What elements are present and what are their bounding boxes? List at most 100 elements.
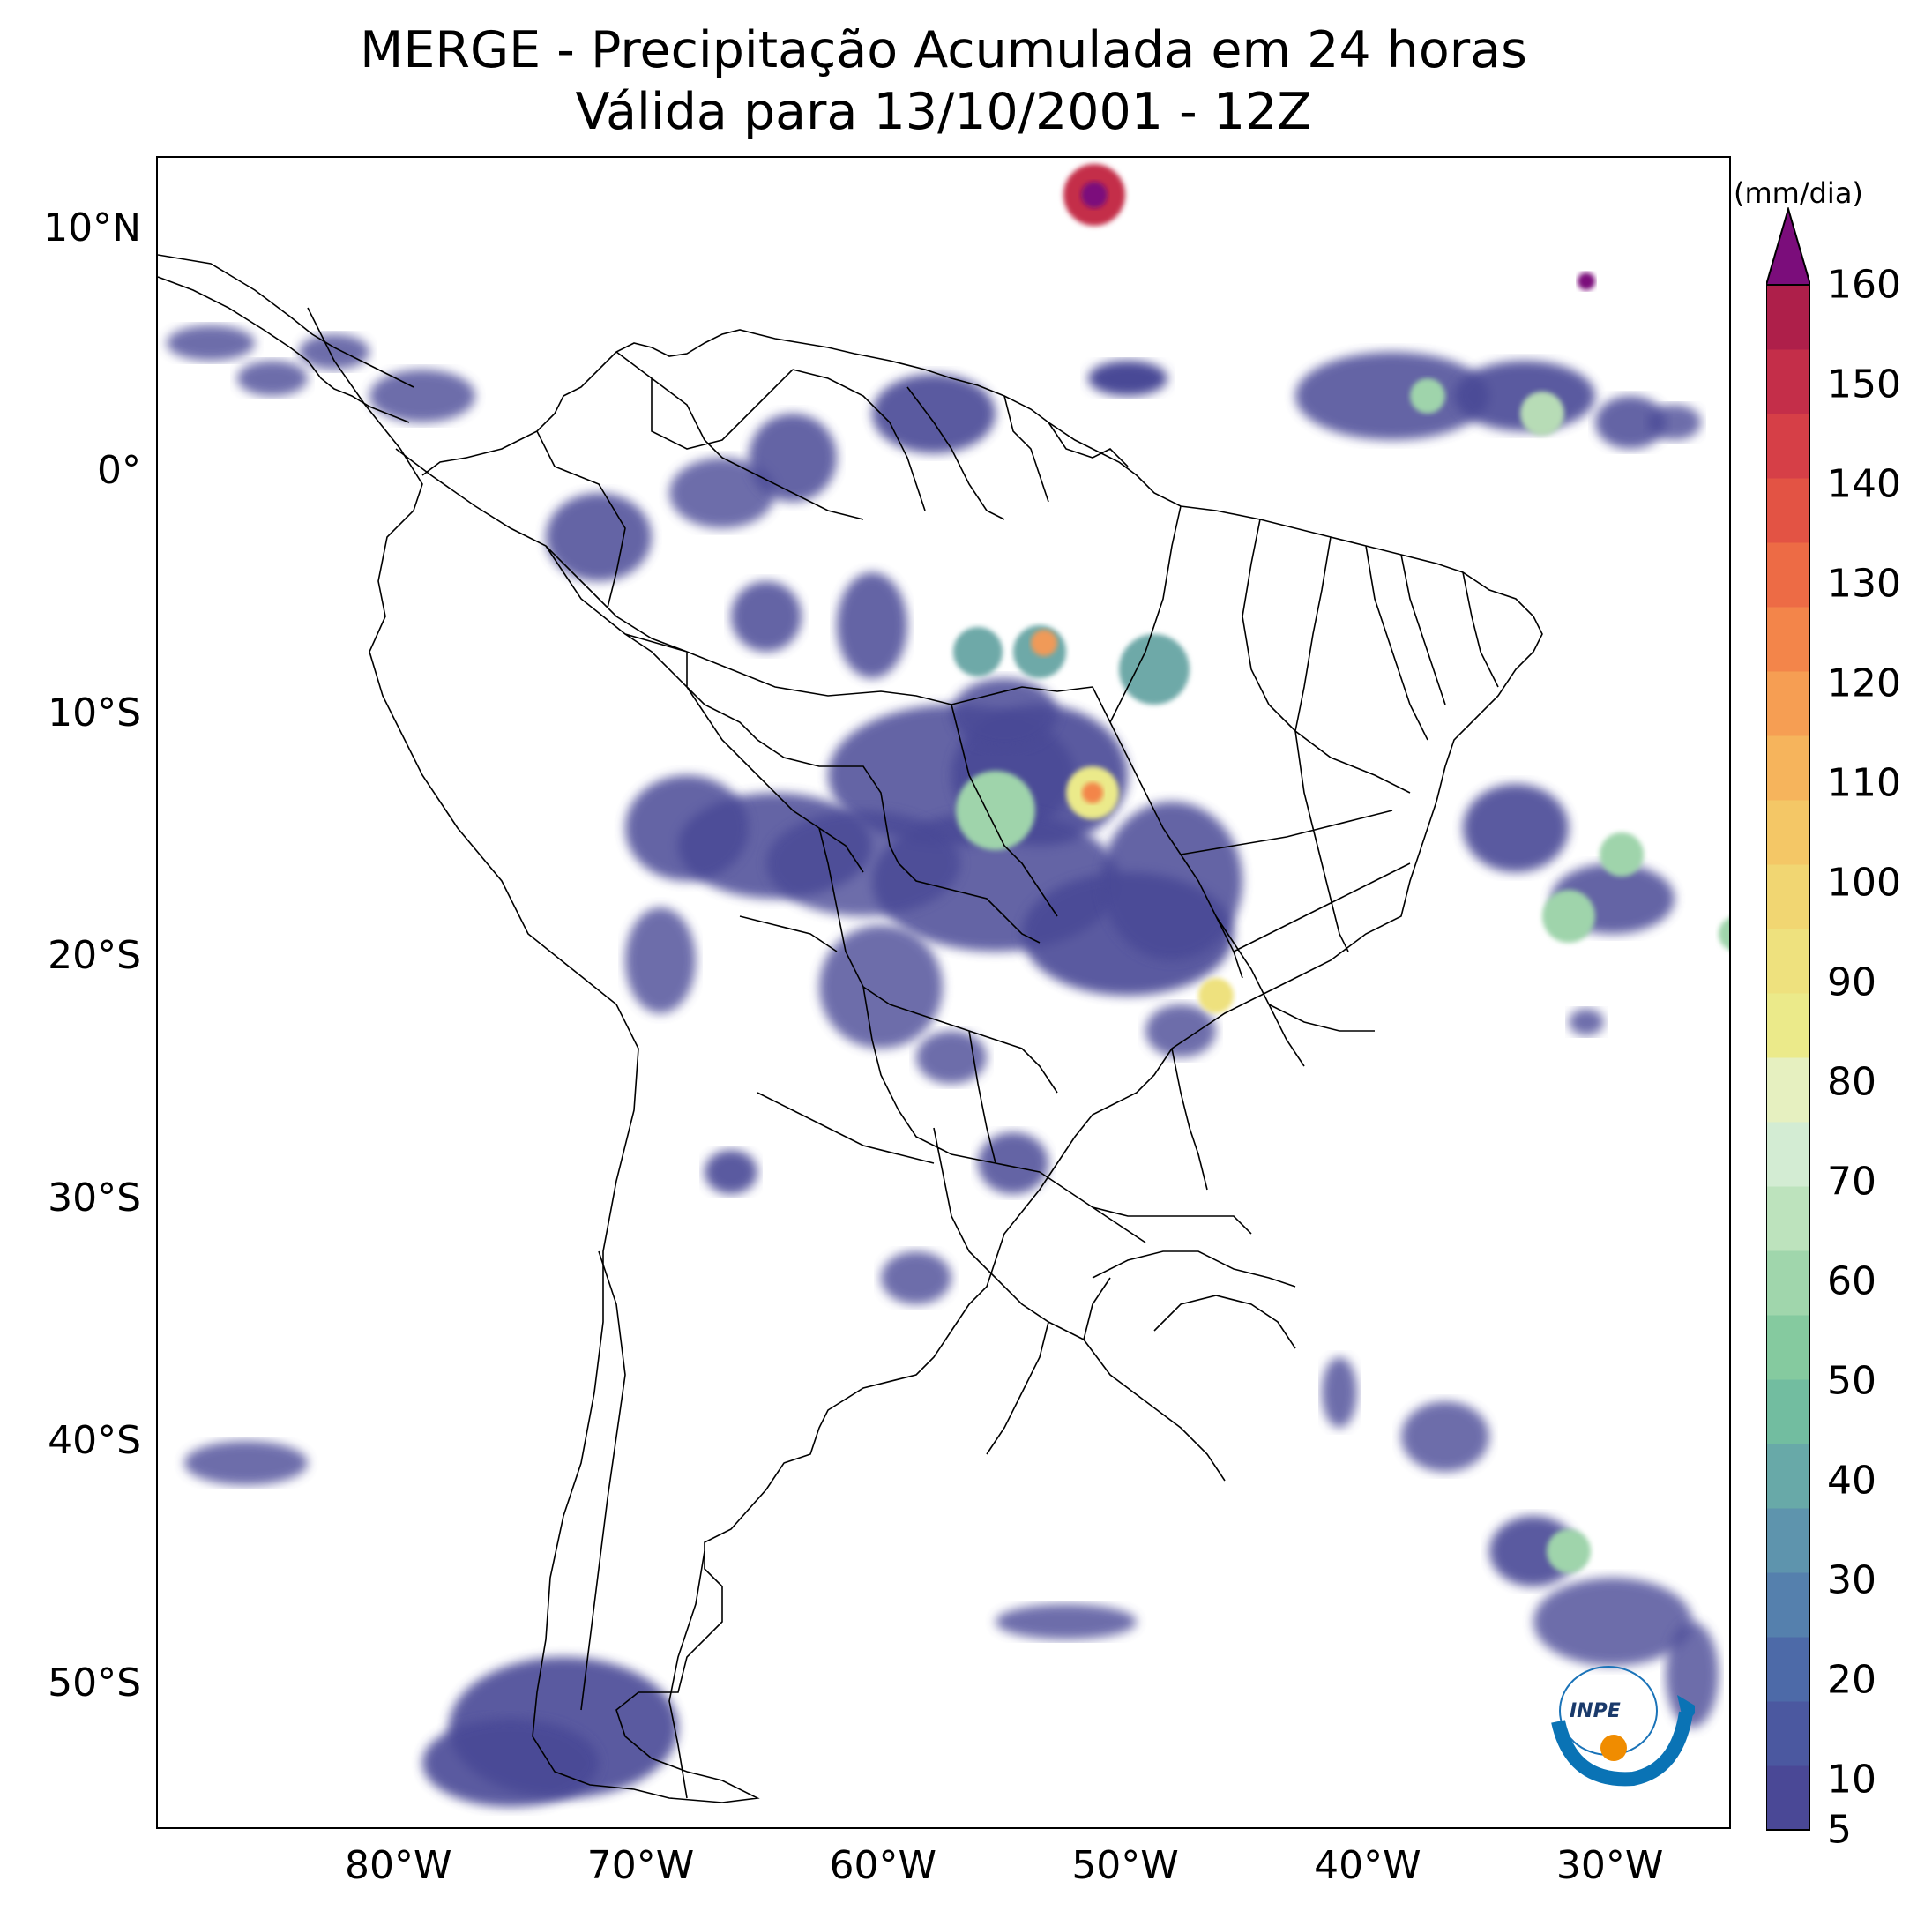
colorbar-tick-label: 90 [1827, 959, 1876, 1005]
lat-tick-label: 10°N [43, 205, 141, 251]
colorbar-tick-label: 20 [1827, 1657, 1876, 1703]
precip-hotspot [1578, 272, 1595, 290]
precip-area [1401, 1401, 1489, 1472]
lat-tick-label: 40°S [48, 1418, 141, 1464]
precip-area [1322, 1357, 1357, 1428]
colorbar-band [1766, 1122, 1810, 1187]
precip-hotspot [1410, 378, 1445, 414]
precip-area [1533, 1578, 1692, 1666]
precip-area [1295, 352, 1489, 440]
lon-tick-label: 50°W [1071, 1843, 1179, 1888]
title-line-1: MERGE - Precipitação Acumulada em 24 hor… [360, 21, 1527, 79]
lon-tick-label: 70°W [586, 1843, 695, 1888]
lon-tick-label: 30°W [1555, 1843, 1664, 1888]
precip-area [1088, 361, 1167, 396]
central-america-coastline [158, 276, 410, 423]
precip-hotspot [1719, 917, 1729, 951]
colorbar-band [1766, 1444, 1810, 1509]
inpe-logo: INPE [1551, 1666, 1695, 1787]
precip-hotspot [1031, 630, 1057, 656]
colorbar-tick-label: 50 [1827, 1358, 1876, 1404]
colorbar-band [1766, 864, 1810, 929]
colorbar-band [1766, 1250, 1810, 1316]
lat-tick-label: 50°S [48, 1661, 141, 1706]
colorbar-band [1766, 478, 1810, 543]
precip-hotspot [1081, 182, 1108, 208]
colorbar-band [1766, 671, 1810, 736]
lat-tick-label: 20°S [48, 933, 141, 979]
colorbar-band [1766, 414, 1810, 479]
colorbar-unit: (mm/dia) [1734, 176, 1863, 210]
lon-tick-label: 40°W [1314, 1843, 1421, 1888]
country-borders [395, 351, 1499, 1799]
precip-area [237, 361, 308, 396]
colorbar-extend-triangle [1766, 207, 1810, 286]
colorbar-tick-label: 80 [1827, 1059, 1876, 1105]
lon-tick-label: 80°W [345, 1843, 452, 1888]
coastline-borders [158, 254, 1543, 1803]
precip-area [669, 458, 775, 528]
colorbar-tick-label: 70 [1827, 1159, 1876, 1205]
colorbar-band [1766, 1765, 1810, 1831]
precip-area [1145, 1004, 1216, 1057]
lon-tick-label: 60°W [829, 1843, 937, 1888]
precip-area [299, 334, 369, 370]
precip-area [837, 572, 907, 678]
precip-area [369, 370, 475, 422]
colorbar-tick-label: 160 [1827, 262, 1901, 308]
precip-hotspot [1119, 634, 1190, 705]
precip-area [1463, 784, 1569, 872]
colorbar-band [1766, 1701, 1810, 1766]
precip-area [749, 414, 837, 502]
precip-area [1569, 1009, 1604, 1035]
colorbar-band [1766, 929, 1810, 994]
precip-area [872, 374, 996, 453]
colorbar-band [1766, 349, 1810, 414]
colorbar [1766, 207, 1810, 1831]
precip-area [1101, 802, 1242, 960]
precip-hotspot [1198, 978, 1234, 1013]
lat-tick-label: 10°S [48, 690, 141, 736]
colorbar-tick-label: 150 [1827, 362, 1901, 407]
precip-area [951, 678, 1057, 749]
precip-hotspot [1542, 890, 1595, 943]
colorbar-band [1766, 1572, 1810, 1638]
precip-hotspot [1082, 782, 1103, 803]
precip-hotspot [956, 771, 1035, 850]
precip-area [184, 1441, 308, 1485]
lat-tick-label: 30°S [48, 1176, 141, 1221]
logo-text: INPE [1570, 1700, 1621, 1722]
colorbar-band [1766, 1637, 1810, 1702]
colorbar-band [1766, 285, 1810, 350]
precipitation-field [167, 164, 1729, 1807]
precipitation-map [158, 164, 1729, 1807]
colorbar-tick-label: 120 [1827, 661, 1901, 706]
precip-area [625, 775, 749, 881]
colorbar-tick-label: 100 [1827, 860, 1901, 906]
precip-area [978, 1132, 1048, 1194]
precip-area [625, 907, 696, 1013]
lat-tick-label: 0° [97, 448, 141, 494]
map-title: MERGE - Precipitação Acumulada em 24 hor… [156, 19, 1731, 143]
colorbar-tick-label: 40 [1827, 1458, 1876, 1504]
precip-area [819, 925, 943, 1049]
colorbar-tick-label: 30 [1827, 1557, 1876, 1603]
map-panel [156, 156, 1731, 1829]
colorbar-band [1766, 800, 1810, 865]
precip-area [881, 1251, 951, 1304]
colorbar-tick-label: 5 [1827, 1807, 1852, 1853]
colorbar-band [1766, 1379, 1810, 1444]
colorbar-band [1766, 542, 1810, 608]
precip-area [766, 810, 960, 916]
precip-area [731, 581, 802, 652]
colorbar-band [1766, 735, 1810, 801]
precip-area [916, 1031, 987, 1084]
south-america-coastline [307, 307, 1543, 1803]
precip-area [1648, 405, 1701, 440]
colorbar-tick-label: 60 [1827, 1258, 1876, 1304]
precip-hotspot [1600, 832, 1644, 877]
colorbar-tick-label: 140 [1827, 461, 1901, 507]
colorbar-tick-label: 130 [1827, 561, 1901, 607]
precip-area [167, 325, 255, 361]
title-line-2: Válida para 13/10/2001 - 12Z [575, 83, 1312, 141]
